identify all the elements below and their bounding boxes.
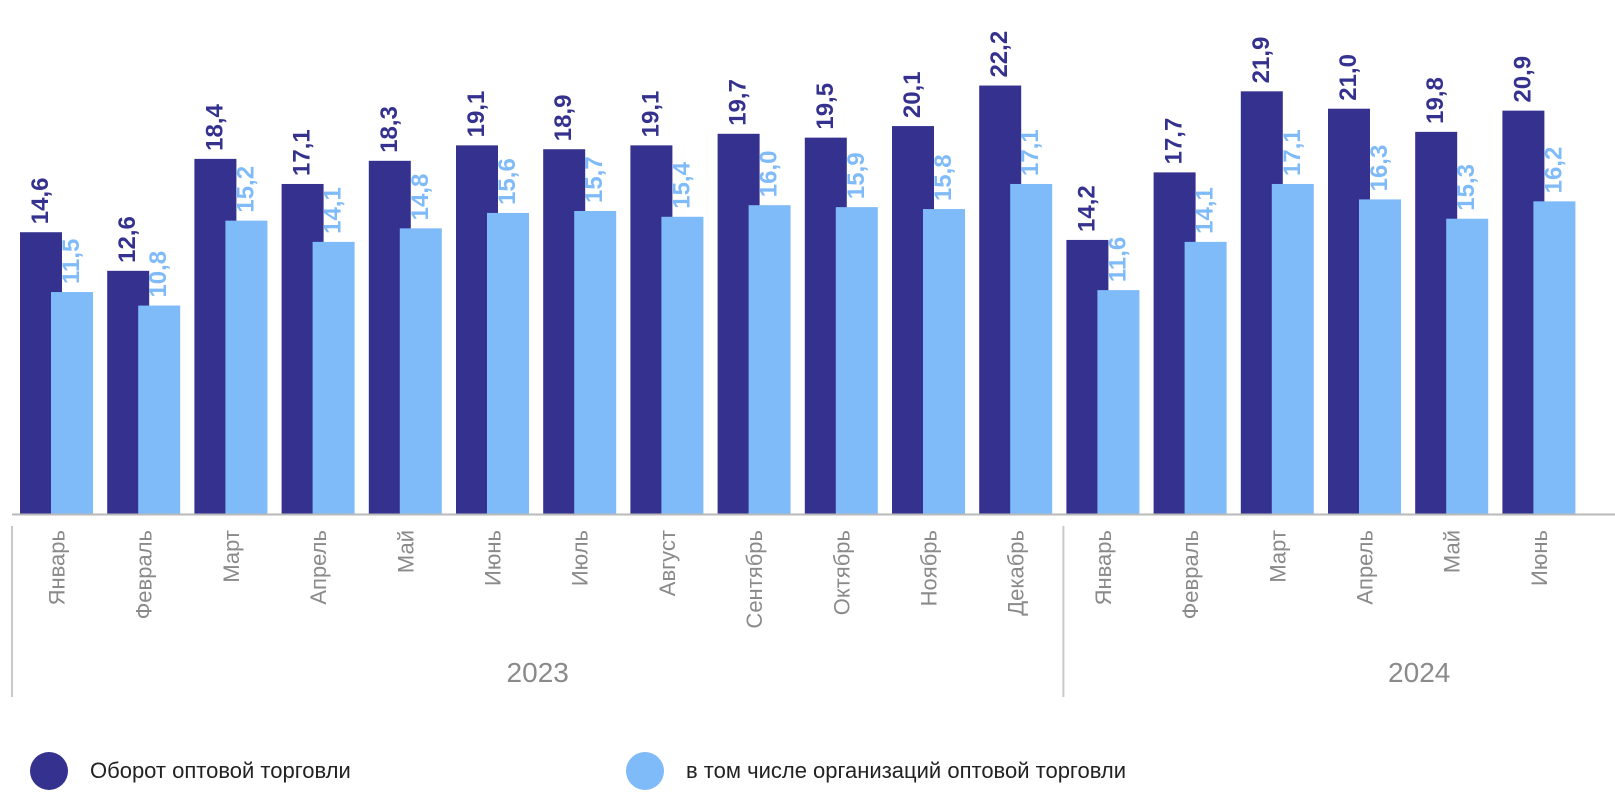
bar-organizations bbox=[1010, 183, 1053, 514]
data-label: 14,6 bbox=[27, 178, 54, 225]
data-label: 17,1 bbox=[1017, 129, 1044, 176]
bar-organizations bbox=[661, 216, 704, 514]
data-label: 11,6 bbox=[1104, 237, 1131, 282]
legend-item-turnover: Оборот оптовой торговли bbox=[30, 752, 351, 790]
bar-organizations bbox=[225, 220, 268, 514]
data-label: 15,9 bbox=[843, 152, 870, 199]
data-label: 14,1 bbox=[320, 187, 347, 234]
data-label: 20,1 bbox=[899, 71, 926, 118]
x-tick-label: Июль bbox=[568, 530, 593, 586]
legend-label: в том числе организаций оптовой торговли bbox=[686, 758, 1127, 783]
x-tick-label: Октябрь bbox=[829, 530, 854, 615]
bar-organizations bbox=[399, 228, 442, 515]
x-tick-label: Апрель bbox=[1353, 530, 1378, 605]
data-label: 17,7 bbox=[1161, 118, 1188, 165]
data-label: 19,8 bbox=[1422, 77, 1449, 124]
data-label: 17,1 bbox=[1279, 129, 1306, 176]
data-label: 16,3 bbox=[1366, 145, 1393, 192]
bar-organizations bbox=[1446, 218, 1489, 514]
bar-organizations bbox=[138, 305, 181, 514]
bar-organizations bbox=[923, 209, 965, 514]
x-tick-label: Январь bbox=[45, 530, 70, 605]
bar-organizations bbox=[312, 241, 355, 514]
x-tick-label: Март bbox=[1265, 530, 1290, 583]
data-label: 18,9 bbox=[550, 95, 577, 142]
legend-swatch-light-blue bbox=[626, 752, 664, 790]
data-label: 19,7 bbox=[725, 79, 752, 126]
bar-organizations bbox=[51, 292, 93, 514]
x-tick-label: Август bbox=[655, 530, 680, 596]
data-label: 21,9 bbox=[1248, 37, 1275, 84]
data-label: 11,5 bbox=[58, 239, 85, 284]
bar-organizations bbox=[1533, 201, 1576, 514]
data-label: 14,1 bbox=[1192, 187, 1219, 234]
data-label: 12,6 bbox=[114, 216, 141, 263]
data-label: 15,3 bbox=[1453, 164, 1480, 211]
bar-organizations bbox=[1271, 183, 1314, 514]
x-tick-label: Февраль bbox=[132, 530, 157, 619]
data-label: 18,4 bbox=[201, 104, 228, 151]
x-tick-label: Апрель bbox=[306, 530, 331, 605]
data-label: 16,0 bbox=[756, 150, 783, 197]
data-label: 10,8 bbox=[145, 251, 172, 298]
data-label: 16,2 bbox=[1540, 147, 1567, 194]
data-label: 14,2 bbox=[1073, 185, 1100, 232]
x-tick-label: Январь bbox=[1091, 530, 1116, 605]
data-label: 15,8 bbox=[930, 154, 957, 201]
data-label: 19,1 bbox=[637, 91, 664, 138]
x-tick-label: Сентябрь bbox=[742, 530, 767, 629]
x-tick-label: Июнь bbox=[481, 530, 506, 586]
x-tick-label: Февраль bbox=[1178, 530, 1203, 619]
legend-label: Оборот оптовой торговли bbox=[90, 758, 351, 783]
bar-chart: 14,6 12,6 18,4 17,1 18,3 19,1 18,9 19,1 19,7 19,5… bbox=[11, 31, 1615, 697]
x-tick-label: Май bbox=[393, 530, 418, 573]
data-label: 17,1 bbox=[289, 129, 316, 176]
x-tick-label: Март bbox=[219, 530, 244, 583]
bar-organizations bbox=[487, 212, 529, 515]
year-group-label: 2024 bbox=[1388, 657, 1450, 688]
data-label: 20,9 bbox=[1509, 56, 1536, 103]
data-label: 15,7 bbox=[581, 156, 608, 203]
data-label: 14,8 bbox=[407, 174, 434, 221]
data-label: 19,1 bbox=[463, 91, 490, 138]
data-label: 21,0 bbox=[1335, 54, 1362, 101]
legend-item-wholesale-organizations: в том числе организаций оптовой торговли bbox=[626, 752, 1126, 790]
data-label: 15,4 bbox=[668, 161, 695, 208]
bar-organizations bbox=[835, 207, 878, 514]
bar-organizations bbox=[1359, 199, 1401, 514]
bar-organizations bbox=[748, 205, 791, 514]
bar-organizations bbox=[574, 210, 617, 515]
data-label: 15,6 bbox=[494, 158, 521, 205]
data-label: 22,2 bbox=[986, 31, 1013, 78]
x-tick-label: Ноябрь bbox=[917, 530, 942, 606]
data-label: 18,3 bbox=[376, 106, 403, 153]
bar-organizations bbox=[1184, 241, 1227, 514]
x-tick-label: Декабрь bbox=[1004, 530, 1029, 616]
bar-organizations bbox=[1097, 290, 1140, 514]
legend-swatch-dark-blue bbox=[30, 752, 68, 790]
data-label: 19,5 bbox=[812, 83, 839, 130]
x-tick-label: Май bbox=[1440, 530, 1465, 573]
x-tick-label: Июнь bbox=[1527, 530, 1552, 586]
year-group-label: 2023 bbox=[507, 657, 569, 688]
data-label: 15,2 bbox=[232, 166, 259, 213]
